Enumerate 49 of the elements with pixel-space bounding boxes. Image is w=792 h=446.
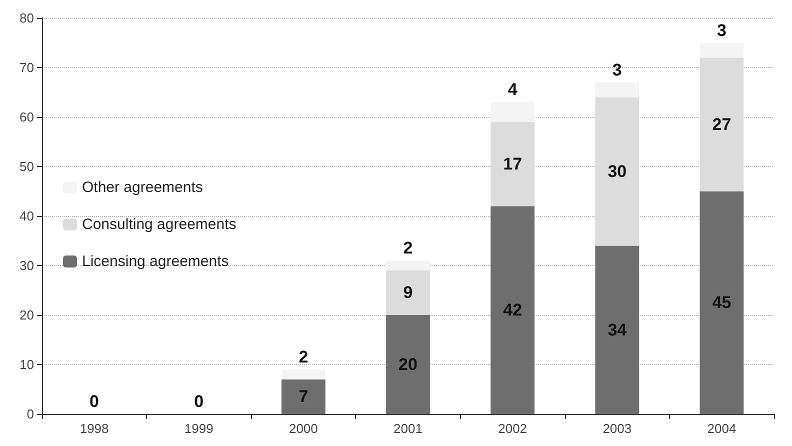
x-tick-label: 2002 [498,421,528,436]
x-tick-label: 1999 [184,421,214,436]
data-label: 2 [298,347,308,366]
data-label: 20 [398,355,418,374]
bar [595,82,640,98]
bar [386,315,430,414]
x-tick-label: 1998 [80,421,109,436]
data-label: 2 [403,238,413,258]
bar [490,102,535,122]
data-label: 45 [712,293,732,312]
bar [490,122,535,206]
legend-label: Other agreements [82,179,203,196]
bar [281,369,326,380]
x-tick-label: 2003 [602,421,632,436]
data-label: 9 [403,283,413,302]
bar [700,191,744,414]
x-tick-label: 2000 [288,421,318,436]
y-tick-label: 60 [20,110,34,124]
y-tick-label: 0 [26,406,34,422]
x-tick-label: 2004 [707,421,736,436]
data-label: 3 [716,20,726,40]
bar [700,58,744,192]
data-label: 0 [90,392,100,411]
bar [281,379,326,414]
bar [386,260,430,270]
data-label: 7 [298,387,308,406]
data-label: 17 [503,154,522,174]
data-label: 4 [508,80,518,100]
bar [700,42,744,58]
bar [595,97,640,246]
x-tick-label: 2001 [394,421,422,436]
y-tick-label: 30 [20,258,34,273]
data-label: 3 [612,60,622,80]
data-label: 42 [503,300,522,320]
y-tick-label: 70 [20,60,34,75]
data-label: 0 [194,392,204,411]
data-label: 30 [608,162,627,181]
data-label: 34 [608,320,628,340]
y-tick-label: 80 [20,10,34,26]
legend-label: Licensing agreements [82,253,229,270]
bar [386,270,430,315]
y-tick-label: 10 [20,357,34,372]
y-tick-label: 20 [20,308,34,322]
data-label: 27 [712,114,732,134]
y-tick-label: 40 [20,208,34,224]
legend-label: Consulting agreements [82,216,236,233]
bar [490,206,535,414]
y-tick-label: 50 [20,159,34,174]
bar [595,246,640,414]
